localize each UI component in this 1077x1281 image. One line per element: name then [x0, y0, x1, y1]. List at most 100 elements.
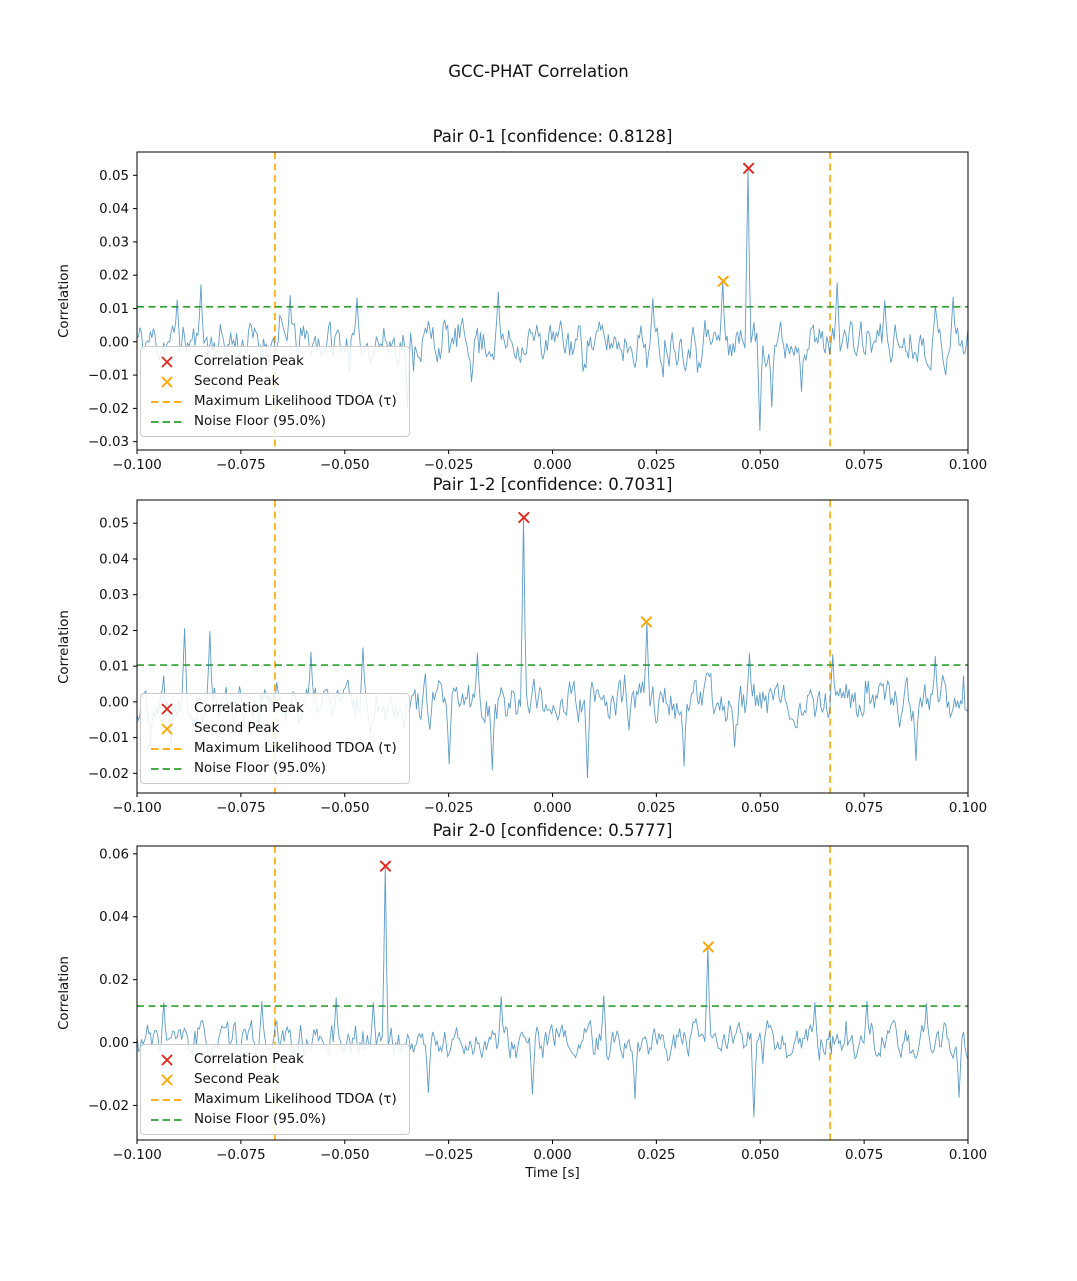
svg-text:0.000: 0.000 [533, 458, 571, 473]
dashed-line-icon [151, 420, 183, 423]
legend-label: Maximum Likelihood TDOA (τ) [194, 394, 397, 409]
svg-text:0.050: 0.050 [741, 801, 779, 816]
legend-item: Noise Floor (95.0%) [150, 414, 397, 429]
x-marker-icon [161, 723, 173, 734]
svg-text:0.100: 0.100 [949, 801, 987, 816]
svg-text:0.00: 0.00 [99, 335, 129, 350]
svg-text:0.000: 0.000 [533, 1148, 571, 1163]
correlation-peak-marker [518, 511, 530, 524]
svg-text:−0.03: −0.03 [88, 435, 129, 450]
svg-text:0.03: 0.03 [99, 588, 129, 603]
legend-label: Noise Floor (95.0%) [194, 414, 326, 429]
legend-item: Second Peak [150, 1072, 397, 1087]
x-marker-icon [161, 356, 173, 367]
svg-text:0.100: 0.100 [949, 1148, 987, 1163]
dashed-line-icon [151, 1098, 183, 1101]
svg-text:0.06: 0.06 [99, 847, 129, 862]
svg-text:−0.025: −0.025 [424, 1148, 474, 1163]
svg-text:−0.050: −0.050 [320, 1148, 370, 1163]
legend-label: Second Peak [194, 1072, 280, 1087]
svg-text:−0.02: −0.02 [88, 1099, 129, 1114]
dashed-line-icon [151, 767, 183, 770]
legend-label: Correlation Peak [194, 354, 304, 369]
svg-text:−0.050: −0.050 [320, 801, 370, 816]
legend-box: Correlation Peak Second Peak Maximum Likel… [140, 346, 410, 437]
x-axis-label: Time [s] [525, 1166, 580, 1181]
x-marker-icon [161, 1054, 173, 1065]
subplot-pair-2-0: Pair 2-0 [confidence: 0.5777] −0.100 −0.0… [88, 821, 987, 1163]
svg-text:0.025: 0.025 [637, 458, 675, 473]
legend-label: Noise Floor (95.0%) [194, 1112, 326, 1127]
legend-item: Second Peak [150, 374, 397, 389]
svg-text:0.04: 0.04 [99, 910, 129, 925]
svg-text:−0.075: −0.075 [216, 801, 266, 816]
svg-text:0.075: 0.075 [845, 1148, 883, 1163]
svg-text:0.050: 0.050 [741, 458, 779, 473]
svg-text:0.050: 0.050 [741, 1148, 779, 1163]
dashed-line-icon [151, 747, 183, 750]
svg-text:−0.025: −0.025 [424, 801, 474, 816]
svg-text:0.075: 0.075 [845, 458, 883, 473]
svg-text:0.075: 0.075 [845, 801, 883, 816]
plot-area: −0.100 −0.075 −0.050 −0.025 0.000 0.025 0.050 0… [88, 499, 987, 816]
svg-text:0.00: 0.00 [99, 1036, 129, 1051]
legend-item: Maximum Likelihood TDOA (τ) [150, 741, 397, 756]
tick-labels: −0.100 −0.075 −0.050 −0.025 0.000 0.025 0.050 0… [88, 169, 987, 473]
svg-text:−0.100: −0.100 [112, 458, 162, 473]
tick-labels: −0.100 −0.075 −0.050 −0.025 0.000 0.025 0.050 0… [88, 847, 987, 1163]
x-marker-icon [161, 703, 173, 714]
y-axis-label: Correlation [57, 609, 72, 684]
plot-area: −0.100 −0.075 −0.050 −0.025 0.000 0.025 0.050 0… [88, 151, 987, 473]
legend-label: Correlation Peak [194, 1052, 304, 1067]
legend-item: Noise Floor (95.0%) [150, 761, 397, 776]
legend-item: Second Peak [150, 721, 397, 736]
legend-label: Second Peak [194, 374, 280, 389]
legend-item: Correlation Peak [150, 701, 397, 716]
svg-text:0.02: 0.02 [99, 624, 129, 639]
svg-text:0.02: 0.02 [99, 269, 129, 284]
subplot-pair-1-2: Pair 1-2 [confidence: 0.7031] −0.100 −0.0… [88, 475, 987, 816]
svg-text:−0.075: −0.075 [216, 458, 266, 473]
svg-text:0.04: 0.04 [99, 552, 129, 567]
subplot-pair-0-1: Pair 0-1 [confidence: 0.8128] −0.100 −0.0… [88, 127, 987, 473]
legend-label: Maximum Likelihood TDOA (τ) [194, 1092, 397, 1107]
legend-item: Correlation Peak [150, 354, 397, 369]
svg-text:0.05: 0.05 [99, 169, 129, 184]
correlation-peak-marker [379, 860, 392, 872]
svg-text:−0.075: −0.075 [216, 1148, 266, 1163]
dashed-line-icon [151, 400, 183, 403]
svg-text:0.025: 0.025 [637, 801, 675, 816]
subplot-title: Pair 2-0 [confidence: 0.5777] [432, 821, 673, 840]
svg-text:−0.01: −0.01 [88, 731, 129, 746]
legend-label: Second Peak [194, 721, 280, 736]
second-peak-marker [640, 616, 652, 628]
y-axis-label: Correlation [57, 956, 72, 1030]
svg-text:−0.050: −0.050 [320, 458, 370, 473]
legend-item: Noise Floor (95.0%) [150, 1112, 397, 1127]
svg-text:−0.100: −0.100 [112, 1148, 162, 1163]
legend-item: Maximum Likelihood TDOA (τ) [150, 394, 397, 409]
svg-text:0.000: 0.000 [533, 801, 571, 816]
svg-text:−0.01: −0.01 [88, 369, 129, 384]
legend-item: Maximum Likelihood TDOA (τ) [150, 1092, 397, 1107]
svg-text:−0.100: −0.100 [112, 801, 162, 816]
subplot-title: Pair 0-1 [confidence: 0.8128] [432, 127, 673, 146]
x-marker-icon [161, 1074, 173, 1085]
svg-text:0.100: 0.100 [949, 458, 987, 473]
legend-label: Correlation Peak [194, 701, 304, 716]
svg-text:0.02: 0.02 [99, 973, 129, 988]
figure-suptitle: GCC-PHAT Correlation [448, 62, 629, 81]
tick-labels: −0.100 −0.075 −0.050 −0.025 0.000 0.025 0.050 0… [88, 517, 987, 816]
svg-text:0.04: 0.04 [99, 202, 129, 217]
plot-area: −0.100 −0.075 −0.050 −0.025 0.000 0.025 0.050 0… [88, 845, 987, 1163]
second-peak-marker [702, 941, 714, 953]
second-peak-marker [717, 275, 729, 287]
correlation-waveform [137, 866, 968, 1118]
svg-text:0.03: 0.03 [99, 235, 129, 250]
svg-text:−0.025: −0.025 [424, 458, 474, 473]
legend-label: Maximum Likelihood TDOA (τ) [194, 741, 397, 756]
x-marker-icon [161, 376, 173, 387]
y-axis-label: Correlation [57, 264, 72, 338]
svg-text:−0.02: −0.02 [88, 402, 129, 417]
